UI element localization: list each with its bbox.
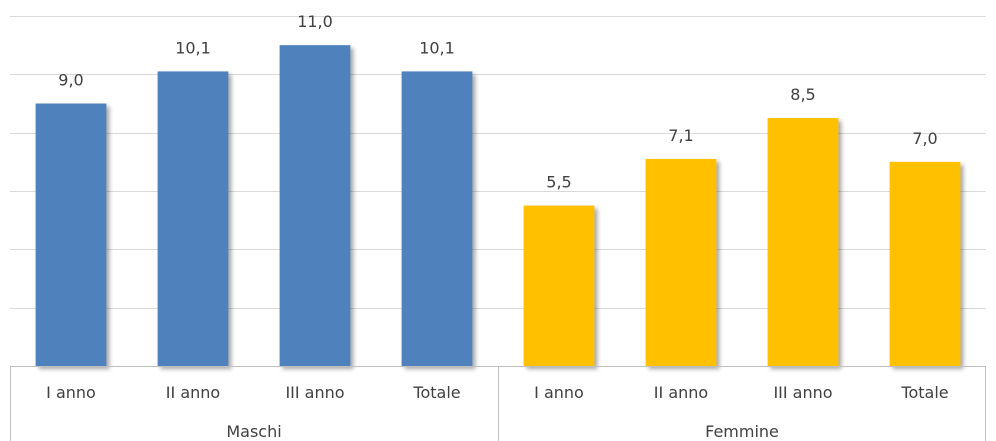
category-label: Totale (900, 383, 948, 402)
x-axis (10, 366, 986, 441)
category-label: III anno (773, 383, 832, 402)
bar (523, 205, 595, 366)
value-labels: 9,0 10,1 11,0 10,1 5,5 7,1 8,5 7,0 (58, 12, 937, 191)
category-labels: I anno II anno III anno Totale I anno II anno… (46, 383, 948, 402)
bar (35, 103, 107, 366)
bar (767, 118, 839, 366)
bar (157, 71, 229, 367)
category-label: II anno (166, 383, 220, 402)
bar (401, 71, 473, 367)
category-label: III anno (285, 383, 344, 402)
data-label: 7,1 (668, 126, 693, 145)
category-label: Totale (412, 383, 460, 402)
group-label: Maschi (226, 422, 281, 441)
category-label: II anno (654, 383, 708, 402)
data-label: 5,5 (546, 173, 571, 192)
bar (889, 161, 961, 366)
data-label: 10,1 (175, 38, 211, 57)
bars (35, 45, 961, 367)
data-label: 9,0 (58, 71, 83, 90)
data-label: 7,0 (912, 129, 937, 148)
category-label: I anno (46, 383, 96, 402)
bar (645, 158, 717, 366)
data-label: 10,1 (419, 38, 455, 57)
category-label: I anno (534, 383, 584, 402)
bar (279, 45, 351, 367)
group-label: Femmine (705, 422, 779, 441)
group-labels: Maschi Femmine (226, 422, 779, 441)
data-label: 11,0 (297, 12, 333, 31)
data-label: 8,5 (790, 85, 815, 104)
gridlines (10, 16, 986, 309)
